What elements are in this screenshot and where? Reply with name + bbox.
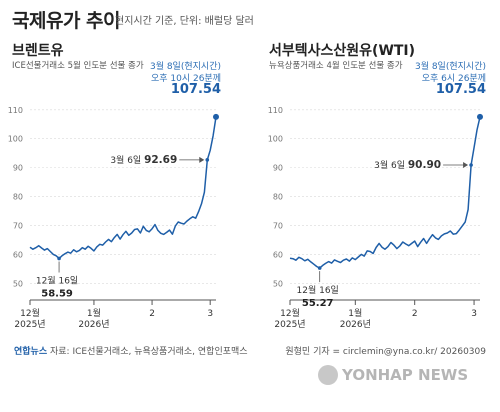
y-tick-label: 70 xyxy=(273,221,283,230)
annotation-value: 92.69 xyxy=(144,154,177,166)
chart-title-wti: 서부텍사스산원유(WTI) xyxy=(269,43,416,59)
annotation-arrow xyxy=(199,156,205,163)
wti-latest-value: 107.54 xyxy=(435,82,486,97)
annotation-point xyxy=(469,163,473,167)
x-tick-label: 3 xyxy=(207,309,213,319)
chart-title-brent: 브렌트유 xyxy=(12,43,64,59)
y-tick-label: 50 xyxy=(273,279,283,288)
y-tick-label: 110 xyxy=(8,106,23,115)
x-tick-label: 1월 xyxy=(87,307,101,319)
source-text: 자료: ICE선물거래소, 뉴욕상품거래소, 연합인포맥스 xyxy=(50,347,248,357)
watermark: YONHAP NEWS xyxy=(342,366,469,384)
y-tick-label: 60 xyxy=(273,250,283,259)
y-tick-label: 80 xyxy=(13,193,23,202)
x-tick-label: 12월 xyxy=(20,307,40,319)
y-tick-label: 110 xyxy=(268,106,283,115)
watermark-logo-icon xyxy=(318,365,338,385)
latest-point xyxy=(213,113,219,120)
y-tick-label: 90 xyxy=(273,164,283,173)
annotation-label: 12월 16일 xyxy=(297,284,339,296)
y-tick-label: 90 xyxy=(13,164,23,173)
x-tick-label: 2 xyxy=(149,309,155,319)
y-tick-label: 50 xyxy=(13,279,23,288)
page-title: 국제유가 추이 xyxy=(12,10,121,32)
y-tick-label: 70 xyxy=(13,221,23,230)
latest-point xyxy=(477,113,483,120)
x-tick-year: 2026년 xyxy=(340,319,371,330)
source-line: 연합뉴스 자료: ICE선물거래소, 뉴욕상품거래소, 연합인포맥스 xyxy=(14,344,248,357)
annotation-point xyxy=(205,158,210,162)
annotation-date: 3월 6일 xyxy=(374,159,408,171)
y-tick-label: 60 xyxy=(13,250,23,259)
brent-latest-value: 107.54 xyxy=(170,82,221,97)
x-tick-label: 12월 xyxy=(280,307,300,319)
annotation-label: 12월 16일 xyxy=(36,274,78,286)
x-tick-label: 2 xyxy=(412,309,418,319)
brent-latest-date: 3월 8일(현지시간) xyxy=(149,62,221,72)
x-tick-year: 2026년 xyxy=(78,319,109,330)
page-subtitle: 현지시간 기준, 단위: 배럴당 달러 xyxy=(115,16,254,27)
x-tick-year: 2025년 xyxy=(14,319,45,330)
annotation-point xyxy=(317,266,322,270)
annotation-value: 90.90 xyxy=(408,159,441,171)
y-tick-label: 100 xyxy=(8,135,23,144)
chart-subtitle-wti: 뉴욕상품거래소 4월 인도분 선물 종가 xyxy=(269,61,403,71)
wti-latest-time: 오후 6시 26분께 xyxy=(421,74,486,84)
chart-subtitle-brent: ICE선물거래소 5월 인도분 선물 종가 xyxy=(12,61,144,71)
credit-text: 원형민 기자 = circlemin@yna.co.kr/ 20260309 xyxy=(285,347,486,357)
x-tick-label: 3 xyxy=(471,309,477,319)
annotation-label: 3월 6일 92.69 xyxy=(110,154,177,166)
series-line xyxy=(289,116,481,269)
y-tick-label: 100 xyxy=(268,135,283,144)
yonhap-logo: 연합뉴스 xyxy=(14,347,48,357)
annotation-point xyxy=(57,256,61,261)
annotation-arrow xyxy=(463,162,469,169)
annotation-value: 58.59 xyxy=(41,288,73,299)
annotation-label: 3월 6일 90.90 xyxy=(374,159,441,171)
wti-latest-date: 3월 8일(현지시간) xyxy=(414,62,486,72)
x-tick-year: 2025년 xyxy=(274,319,305,330)
annotation-value: 55.27 xyxy=(302,298,334,309)
series-line xyxy=(29,116,217,260)
y-tick-label: 80 xyxy=(273,193,283,202)
annotation-date: 3월 6일 xyxy=(110,154,144,166)
x-tick-label: 1월 xyxy=(348,307,362,319)
brent-latest-time: 오후 10시 26분께 xyxy=(150,74,221,84)
